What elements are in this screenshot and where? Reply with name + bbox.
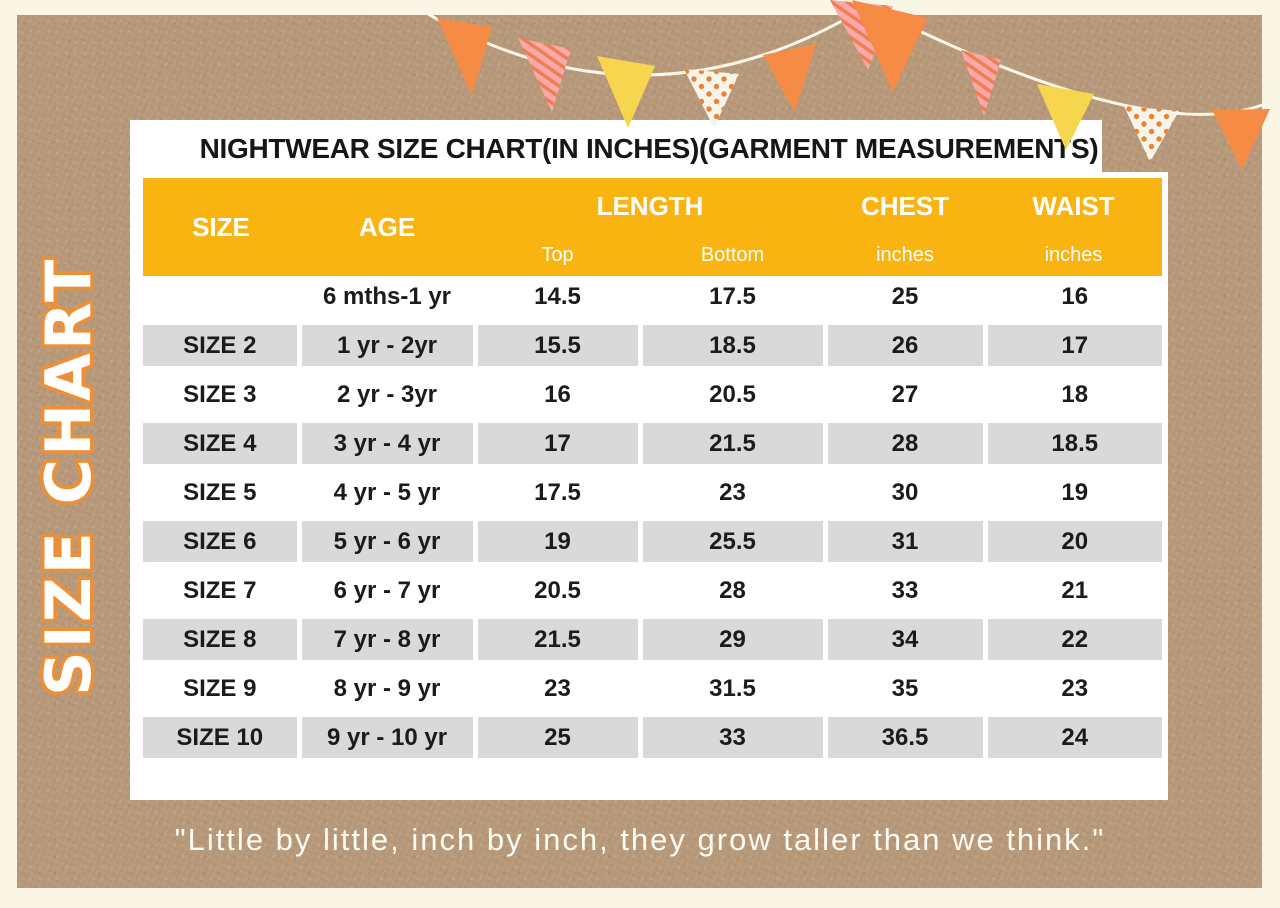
cell-age: 6 mths-1 yr bbox=[299, 276, 478, 325]
bunting-flag-orange bbox=[852, 0, 928, 92]
cell-bottom: 25.5 bbox=[640, 517, 828, 570]
column-header-chest: CHEST bbox=[825, 178, 986, 234]
bunting-flag-orange bbox=[763, 44, 816, 112]
cell-waist: 22 bbox=[985, 615, 1163, 668]
cell-chest: 33 bbox=[825, 566, 988, 619]
cell-waist: 19 bbox=[985, 468, 1163, 521]
bunting-flag-orange bbox=[437, 18, 492, 95]
size-table: SIZE AGE LENGTH CHEST WAIST Top Bottom i… bbox=[143, 178, 1163, 766]
cell-waist: 21 bbox=[985, 566, 1163, 619]
cell-size: SIZE 2 bbox=[143, 321, 302, 374]
cell-chest: 36.5 bbox=[825, 713, 988, 766]
cell-size: SIZE 10 bbox=[143, 713, 302, 766]
cell-top: 25 bbox=[475, 713, 643, 766]
cell-top: 14.5 bbox=[475, 276, 643, 325]
bunting-banner bbox=[427, 0, 1270, 170]
cell-age: 5 yr - 6 yr bbox=[299, 517, 478, 570]
cell-size: SIZE 9 bbox=[143, 664, 302, 717]
cell-bottom: 17.5 bbox=[640, 276, 828, 325]
cell-chest: 26 bbox=[825, 321, 988, 374]
chart-title: NIGHTWEAR SIZE CHART(IN INCHES)(GARMENT … bbox=[199, 133, 1099, 164]
cell-size: SIZE 3 bbox=[143, 370, 302, 423]
cell-bottom: 21.5 bbox=[640, 419, 828, 472]
cell-age: 2 yr - 3yr bbox=[299, 370, 478, 423]
cell-size: SIZE 7 bbox=[143, 566, 302, 619]
cell-chest: 25 bbox=[825, 276, 988, 325]
cell-top: 15.5 bbox=[475, 321, 643, 374]
column-header-length: LENGTH bbox=[475, 178, 826, 234]
cell-bottom: 29 bbox=[640, 615, 828, 668]
cell-chest: 31 bbox=[825, 517, 988, 570]
cell-top: 21.5 bbox=[475, 615, 643, 668]
column-subheader-chest-inches: inches bbox=[825, 234, 986, 276]
column-header-age: AGE bbox=[299, 178, 475, 276]
cell-top: 16 bbox=[475, 370, 643, 423]
cell-size: SIZE 5 bbox=[143, 468, 302, 521]
cell-bottom: 31.5 bbox=[640, 664, 828, 717]
size-table-header: SIZE AGE LENGTH CHEST WAIST Top Bottom i… bbox=[143, 178, 1163, 276]
vertical-title: SIZE CHART bbox=[29, 253, 109, 699]
cell-age: 1 yr - 2yr bbox=[299, 321, 478, 374]
cell-chest: 28 bbox=[825, 419, 988, 472]
cell-bottom: 20.5 bbox=[640, 370, 828, 423]
cell-age: 8 yr - 9 yr bbox=[299, 664, 478, 717]
column-header-waist: WAIST bbox=[985, 178, 1163, 234]
cell-age: 3 yr - 4 yr bbox=[299, 419, 478, 472]
cell-bottom: 28 bbox=[640, 566, 828, 619]
cell-chest: 27 bbox=[825, 370, 988, 423]
cell-size: SIZE 6 bbox=[143, 517, 302, 570]
cell-waist: 18.5 bbox=[985, 419, 1163, 472]
bunting-flag-pink-striped bbox=[961, 50, 1001, 116]
vertical-size-chart-title: SIZE CHART bbox=[32, 257, 105, 696]
column-subheader-waist-inches: inches bbox=[985, 234, 1163, 276]
cell-waist: 16 bbox=[985, 276, 1163, 325]
bunting-flag-yellow bbox=[597, 56, 655, 128]
cell-bottom: 23 bbox=[640, 468, 828, 521]
bunting-flag-orange bbox=[1212, 109, 1270, 170]
bunting-flag-pink-striped bbox=[518, 38, 571, 112]
cell-bottom: 33 bbox=[640, 713, 828, 766]
cell-size bbox=[143, 276, 302, 325]
cell-size: SIZE 4 bbox=[143, 419, 302, 472]
column-subheader-top: Top bbox=[475, 234, 640, 276]
cell-top: 17 bbox=[475, 419, 643, 472]
column-header-size: SIZE bbox=[143, 178, 299, 276]
cell-age: 9 yr - 10 yr bbox=[299, 713, 478, 766]
cell-waist: 18 bbox=[985, 370, 1163, 423]
cell-top: 17.5 bbox=[475, 468, 643, 521]
table-row: SIZE 10 9 yr - 10 yr 25 33 36.5 24 bbox=[143, 713, 1163, 766]
cell-size: SIZE 8 bbox=[143, 615, 302, 668]
cell-waist: 24 bbox=[985, 713, 1163, 766]
cell-age: 6 yr - 7 yr bbox=[299, 566, 478, 619]
cell-age: 4 yr - 5 yr bbox=[299, 468, 478, 521]
column-subheader-bottom: Bottom bbox=[640, 234, 826, 276]
cell-chest: 34 bbox=[825, 615, 988, 668]
cell-bottom: 18.5 bbox=[640, 321, 828, 374]
cell-top: 20.5 bbox=[475, 566, 643, 619]
cell-waist: 17 bbox=[985, 321, 1163, 374]
cell-chest: 35 bbox=[825, 664, 988, 717]
cell-waist: 20 bbox=[985, 517, 1163, 570]
cell-chest: 30 bbox=[825, 468, 988, 521]
bunting-flag-white-dotted bbox=[1124, 106, 1179, 162]
cell-top: 19 bbox=[475, 517, 643, 570]
cell-age: 7 yr - 8 yr bbox=[299, 615, 478, 668]
table-row: 6 mths-1 yr 14.5 17.5 25 16 bbox=[143, 276, 1163, 325]
quote-text: "Little by little, inch by inch, they gr… bbox=[174, 822, 1106, 857]
cell-waist: 23 bbox=[985, 664, 1163, 717]
size-chart-card: NIGHTWEAR SIZE CHART(IN INCHES)(GARMENT … bbox=[130, 120, 1168, 800]
bunting-flag-yellow bbox=[1037, 84, 1094, 150]
cell-top: 23 bbox=[475, 664, 643, 717]
bunting-flag-white-dotted bbox=[684, 69, 739, 128]
